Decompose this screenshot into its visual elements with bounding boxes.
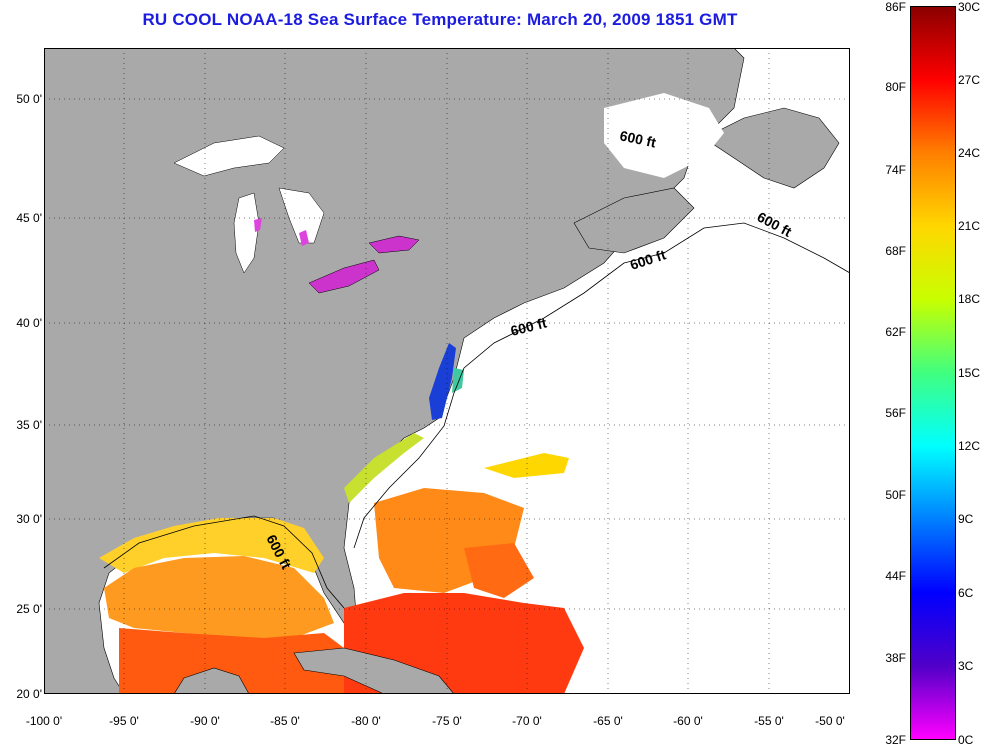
land-nova-scotia xyxy=(573,187,695,254)
lake-michigan-sst xyxy=(254,218,262,232)
land-yucatan xyxy=(173,667,250,694)
colorbar-c-label: 6C xyxy=(958,586,974,600)
sst-carolina-band xyxy=(344,433,424,503)
colorbar-c-label: 18C xyxy=(958,292,981,306)
colorbar-f-label: 86F xyxy=(885,0,906,14)
lon-label-100: -100 0' xyxy=(25,714,63,728)
lon-label-55: -55 0' xyxy=(754,714,784,728)
colorbar-c-label: 24C xyxy=(958,146,981,160)
isobath-label-nova-scotia: 600 ft xyxy=(618,127,657,150)
lat-label-40: 40 0' xyxy=(16,316,42,330)
lon-label-65: -65 0' xyxy=(593,714,623,728)
sst-gulf-mexico-south xyxy=(119,628,344,694)
lon-label-85: -85 0' xyxy=(270,714,300,728)
sst-gulf-mexico-center xyxy=(104,556,334,638)
colorbar-f-label: 74F xyxy=(885,163,906,177)
lat-label-45: 45 0' xyxy=(16,211,42,225)
lat-label-20: 20 0' xyxy=(16,687,42,701)
colorbar-f-label: 62F xyxy=(885,325,906,339)
lat-label-35: 35 0' xyxy=(16,418,42,432)
gulf-st-lawrence xyxy=(604,93,724,178)
lon-label-50: -50 0' xyxy=(815,714,845,728)
colorbar-f-label: 56F xyxy=(885,406,906,420)
lat-label-30: 30 0' xyxy=(16,512,42,526)
sst-chesapeake-cold xyxy=(429,343,456,420)
lat-label-25: 25 0' xyxy=(16,602,42,616)
colorbar-c-label: 30C xyxy=(958,0,981,14)
lat-label-50: 50 0' xyxy=(16,92,42,106)
colorbar-f-label: 50F xyxy=(885,488,906,502)
sst-gulf-mexico-north xyxy=(99,518,324,573)
colorbar-c-label: 0C xyxy=(958,733,974,747)
colorbar-c-label: 21C xyxy=(958,219,981,233)
lon-label-95: -95 0' xyxy=(109,714,139,728)
colorbar-f-label: 80F xyxy=(885,80,906,94)
sst-bahamas-west xyxy=(464,543,534,598)
lake-michigan xyxy=(233,192,260,274)
colorbar-c-label: 15C xyxy=(958,366,981,380)
colorbar-f-label: 68F xyxy=(885,244,906,258)
map-title: RU COOL NOAA-18 Sea Surface Temperature:… xyxy=(142,10,738,29)
map-frame xyxy=(44,48,850,694)
lon-label-80: -80 0' xyxy=(351,714,381,728)
colorbar-c-label: 12C xyxy=(958,439,981,453)
lon-label-60: -60 0' xyxy=(673,714,703,728)
land-cuba xyxy=(293,647,455,694)
lon-label-90: -90 0' xyxy=(190,714,220,728)
colorbar-c-label: 27C xyxy=(958,73,981,87)
sst-south-atlantic-band xyxy=(484,453,569,478)
lake-huron-sst xyxy=(299,230,309,246)
sst-map: 600 ft 600 ft 600 ft 600 ft 600 ft xyxy=(44,48,850,694)
lake-ontario xyxy=(368,235,420,254)
lon-label-75: -75 0' xyxy=(432,714,462,728)
colorbar-c-label: 3C xyxy=(958,659,974,673)
lon-label-70: -70 0' xyxy=(512,714,542,728)
colorbar-f-label: 32F xyxy=(885,733,906,747)
lake-erie xyxy=(308,259,380,294)
isobath-600ft-line xyxy=(103,222,850,609)
land-newfoundland xyxy=(703,107,840,189)
colorbar-f-label: 44F xyxy=(885,569,906,583)
lake-superior xyxy=(173,135,285,177)
colorbar-c-label: 9C xyxy=(958,512,974,526)
temperature-colorbar xyxy=(910,6,956,740)
colorbar-f-label: 38F xyxy=(885,651,906,665)
sst-midatlantic-teal xyxy=(452,368,464,393)
